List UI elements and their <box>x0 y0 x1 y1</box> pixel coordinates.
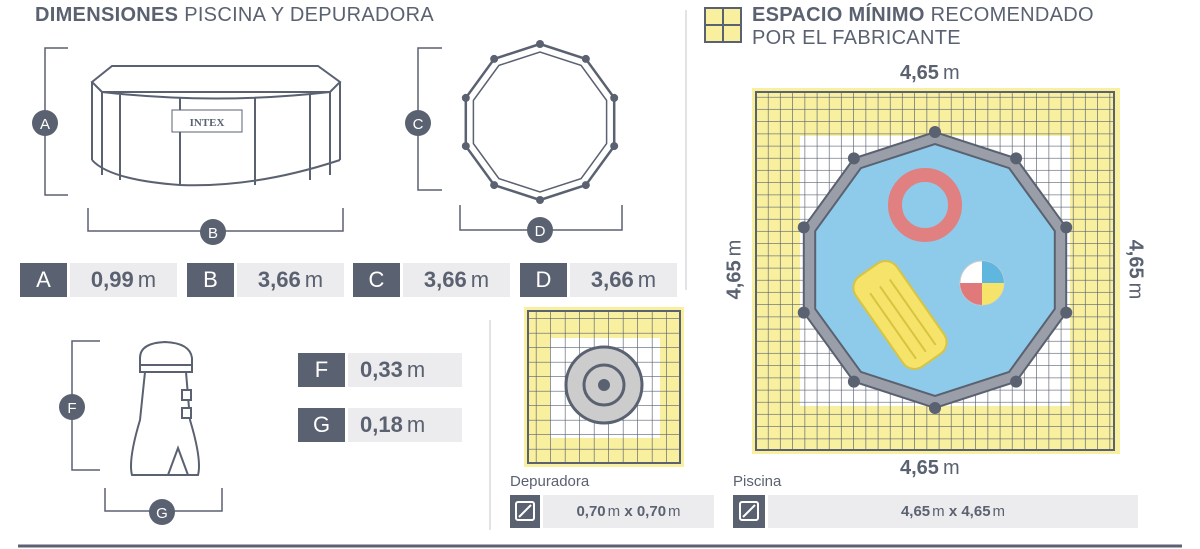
marker-g: G <box>156 505 168 522</box>
intex-logo: INTEX <box>190 117 225 129</box>
space-left-label: 4,65m <box>723 239 746 300</box>
left-title: DIMENSIONES PISCINA Y DEPURADORA <box>35 4 434 26</box>
pool-side-illustration <box>90 65 342 187</box>
pool-post <box>929 402 941 414</box>
pool-space-label: Piscina <box>733 473 782 490</box>
pool-post <box>490 181 499 190</box>
pool-post <box>536 196 544 204</box>
right-title: ESPACIO MÍNIMO RECOMENDADO POR EL FABRICA… <box>752 4 1094 49</box>
marker-d: D <box>535 223 546 240</box>
pool-post <box>461 93 470 102</box>
pool-post <box>797 221 810 234</box>
pool-post <box>1060 306 1073 319</box>
filter-pump-illustration <box>130 340 200 476</box>
pool-post <box>797 306 810 319</box>
marker-c: C <box>413 116 424 133</box>
pool-space-grid <box>752 88 1120 454</box>
diagonal-resize-icon <box>733 495 765 528</box>
marker-a: A <box>40 116 50 133</box>
space-bottom-label: 4,65 m <box>900 457 960 479</box>
marker-b: B <box>208 225 218 242</box>
pool-post <box>461 142 470 151</box>
pool-post <box>610 93 619 102</box>
pool-top-illustration <box>464 42 616 202</box>
grid-icon <box>704 7 742 43</box>
filter-space-label: Depuradora <box>510 473 590 490</box>
pool-post <box>581 54 590 63</box>
pool-post <box>929 126 941 138</box>
pool-post <box>490 54 499 63</box>
swim-ring <box>888 168 962 242</box>
diagonal-resize-icon <box>510 495 540 528</box>
filter-space-value: 0,70 m x 0,70 m <box>543 495 714 528</box>
space-top-label: 4,65 m <box>900 62 960 84</box>
pool-post <box>1010 375 1023 388</box>
space-right-label: 4,65m <box>1124 239 1147 300</box>
pool-post <box>536 40 544 48</box>
pool-post <box>1060 221 1073 234</box>
pool-post <box>581 181 590 190</box>
pool-space-value: 4,65 m x 4,65 m <box>768 495 1138 528</box>
pool-post <box>610 142 619 151</box>
air-mattress <box>852 260 948 370</box>
pool-post <box>1010 152 1023 165</box>
pool-post <box>847 152 860 165</box>
filter-space-grid <box>524 307 684 467</box>
pool-post <box>847 375 860 388</box>
marker-f: F <box>67 400 76 417</box>
